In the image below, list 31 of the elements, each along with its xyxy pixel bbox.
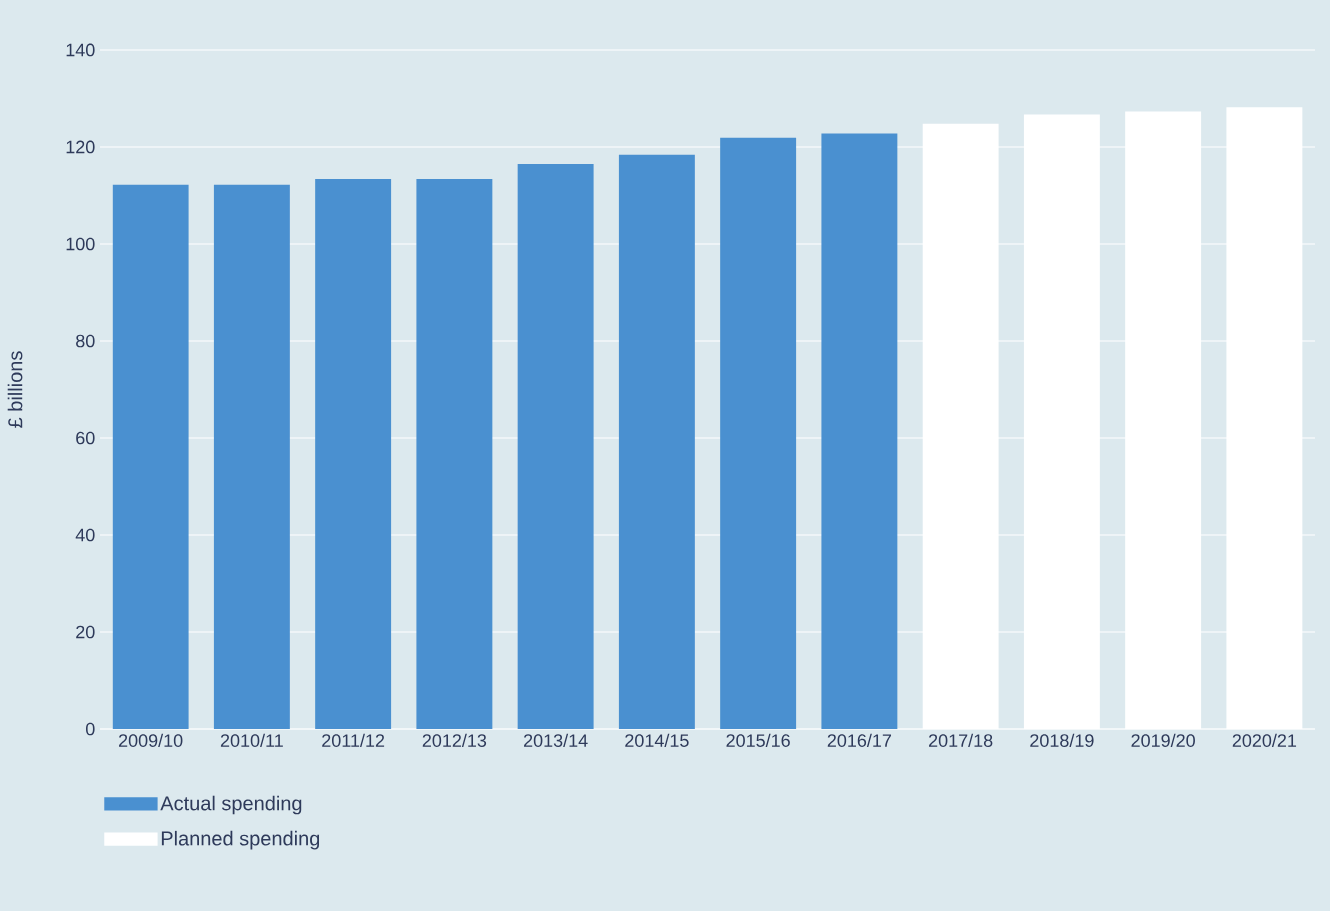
- bar: [720, 137, 797, 729]
- x-tick-label: 2014/15: [625, 733, 689, 747]
- bar: [315, 179, 392, 729]
- x-tick-label: 2019/20: [1131, 733, 1195, 747]
- bar: [517, 163, 594, 729]
- x-tick-label: 2011/12: [322, 733, 385, 747]
- x-tick-label: 2020/21: [1232, 733, 1297, 747]
- x-tick-label: 2016/17: [827, 733, 892, 747]
- legend-label: Planned spending: [161, 830, 320, 850]
- x-tick-label: 2018/19: [1030, 733, 1094, 747]
- y-axis-title: £ billions: [7, 351, 23, 428]
- y-tick-label: 40: [75, 528, 95, 542]
- bar: [821, 133, 898, 729]
- x-tick-label: 2017/18: [929, 733, 993, 747]
- y-tick-label: 60: [76, 431, 95, 445]
- x-tick-label: 2009/10: [119, 733, 183, 747]
- x-tick-label: 2010/11: [220, 733, 283, 747]
- bar: [618, 154, 695, 729]
- x-tick-label: 2012/13: [422, 733, 487, 747]
- bar: [112, 184, 189, 729]
- y-tick-label: 20: [76, 625, 95, 639]
- x-tick-label: 2015/16: [726, 733, 790, 747]
- bar: [416, 179, 493, 729]
- y-tick-label: 120: [66, 140, 95, 154]
- y-tick-label: 140: [66, 43, 95, 57]
- bar: [213, 184, 290, 729]
- y-tick-label: 80: [76, 334, 95, 348]
- y-tick-label: 100: [66, 237, 95, 251]
- x-tick-label: 2013/14: [524, 733, 588, 747]
- y-tick-label: 0: [85, 722, 95, 736]
- legend-label: Actual spending: [160, 795, 302, 815]
